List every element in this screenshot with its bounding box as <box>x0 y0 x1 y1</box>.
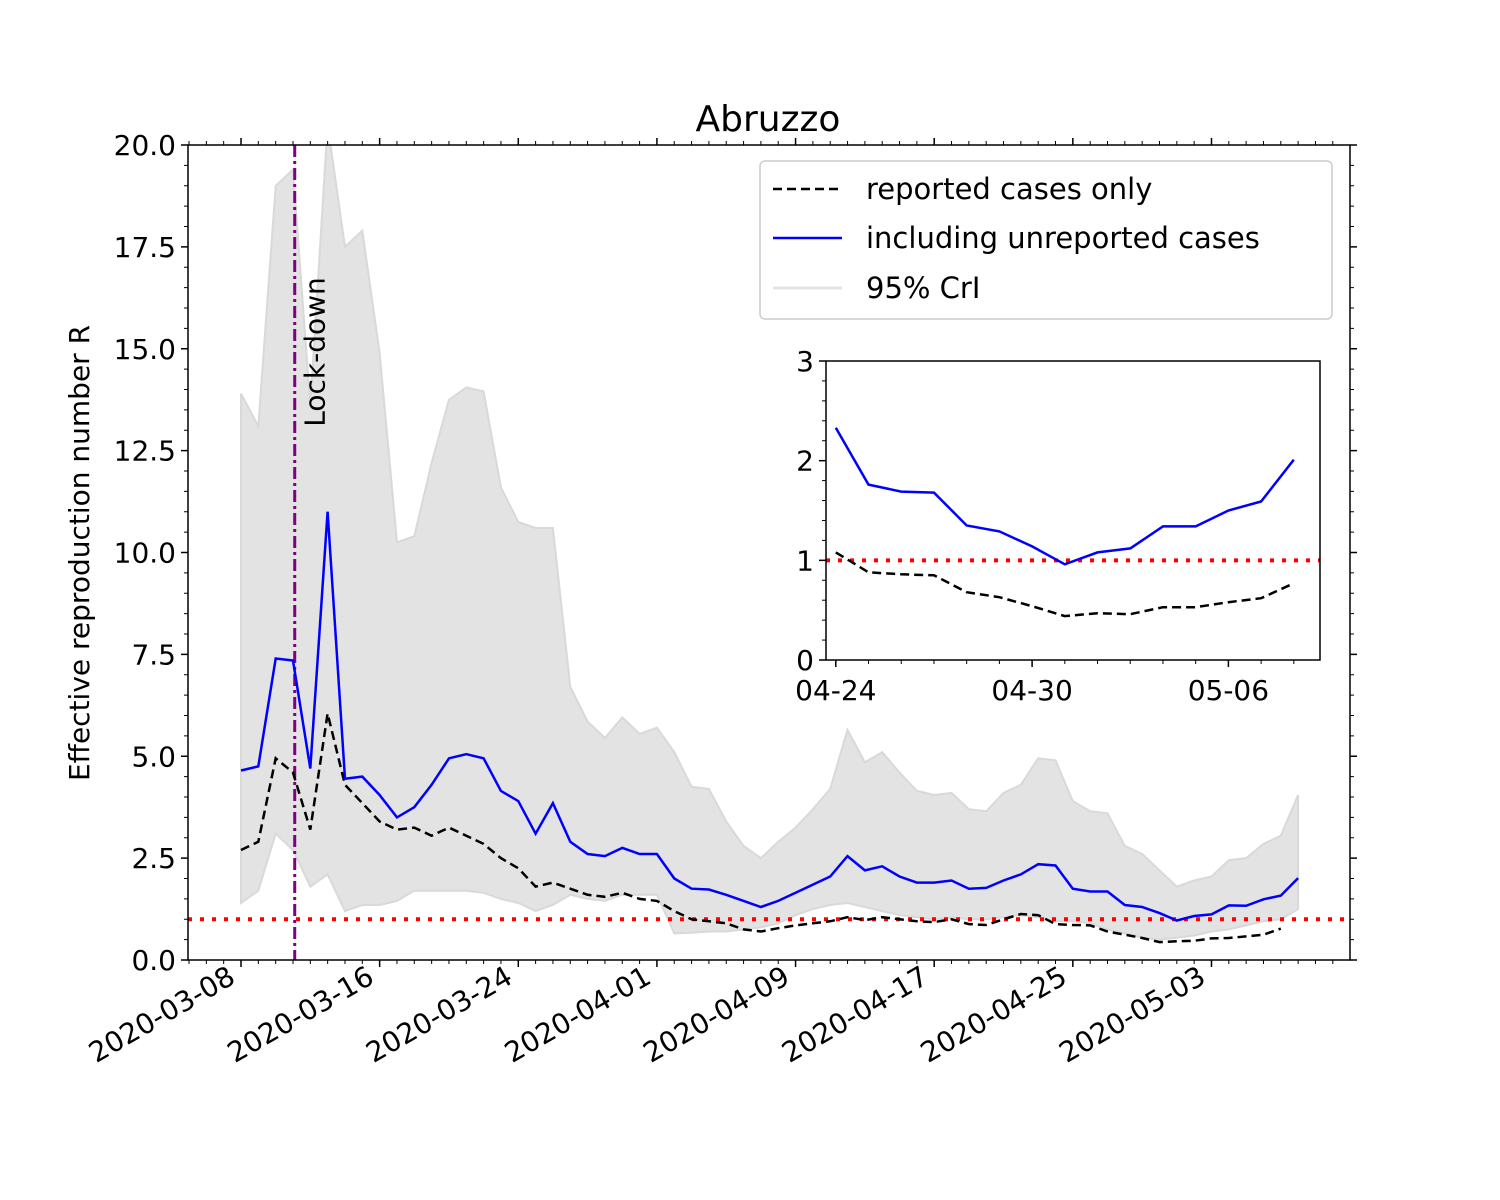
y-tick-label: 7.5 <box>131 638 176 671</box>
inset-y-tick-label: 0 <box>796 644 814 677</box>
x-tick-label: 2020-04-01 <box>499 959 656 1069</box>
x-tick-label: 2020-04-25 <box>915 959 1072 1069</box>
y-tick-label: 20.0 <box>114 129 176 162</box>
inset-y-tick-label: 1 <box>796 544 814 577</box>
credible-interval-band <box>240 145 1300 941</box>
reported-cases-line <box>240 713 1282 944</box>
y-axis-label: Effective reproduction number R <box>63 325 96 781</box>
x-tick-label: 2020-05-03 <box>1054 959 1211 1069</box>
inset-y-tick-label: 2 <box>796 445 814 478</box>
legend-label-including: including unreported cases <box>866 221 1260 255</box>
inset-y-tick-label: 3 <box>796 345 814 378</box>
y-axis: 0.0 2.5 5.0 7.5 10.0 12.5 15.0 17.5 20.0 <box>114 129 1357 977</box>
inset-reported-line <box>835 551 1295 618</box>
inset-frame <box>825 360 1321 661</box>
inset-including-line <box>834 427 1295 566</box>
x-tick-label: 2020-03-16 <box>222 959 379 1069</box>
inset-x-tick-label: 05-06 <box>1188 674 1269 707</box>
x-tick-label: 2020-03-24 <box>360 959 517 1069</box>
legend-label-band: 95% CrI <box>866 271 980 305</box>
lockdown-annotation: Lock-down <box>299 277 332 427</box>
y-tick-label: 5.0 <box>131 740 176 773</box>
chart-title: Abruzzo <box>696 99 841 140</box>
including-unreported-line <box>240 511 1299 922</box>
inset-y-axis: 0 1 2 3 <box>796 345 826 677</box>
y-tick-label: 15.0 <box>114 333 176 366</box>
x-tick-label: 2020-04-09 <box>638 959 795 1069</box>
inset-x-tick-label: 04-30 <box>991 674 1072 707</box>
inset-background <box>826 361 1320 660</box>
inset-plot: 0 1 2 3 04-24 04-30 05-06 <box>795 345 1321 707</box>
legend-label-reported: reported cases only <box>866 172 1152 206</box>
y-tick-label: 10.0 <box>114 537 176 570</box>
inset-x-tick-label: 04-24 <box>795 674 876 707</box>
inset-x-axis: 04-24 04-30 05-06 <box>795 660 1295 707</box>
y-tick-label: 12.5 <box>114 435 176 468</box>
legend-box <box>759 160 1333 320</box>
x-tick-label: 2020-04-17 <box>776 959 933 1069</box>
y-tick-label: 0.0 <box>131 944 176 977</box>
legend: reported cases only including unreported… <box>759 160 1333 320</box>
y-tick-label: 17.5 <box>114 231 176 264</box>
y-tick-label: 2.5 <box>131 842 176 875</box>
